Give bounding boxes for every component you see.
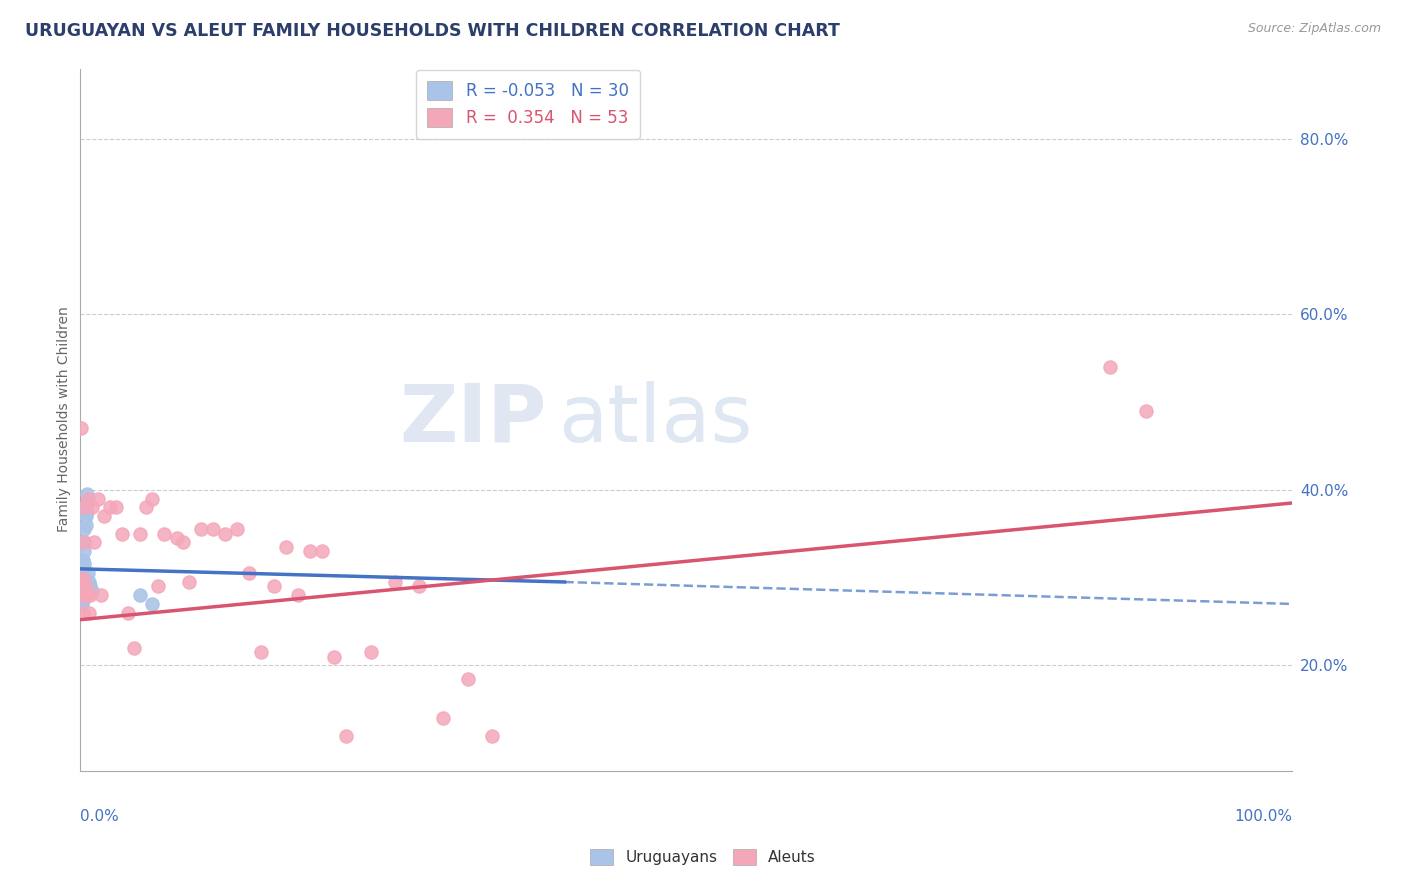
Point bbox=[70, 574, 93, 589]
Point bbox=[72, 535, 94, 549]
Point bbox=[86, 491, 108, 506]
Point bbox=[214, 526, 236, 541]
Point bbox=[76, 505, 98, 519]
Point bbox=[73, 522, 96, 536]
Y-axis label: Family Households with Children: Family Households with Children bbox=[58, 307, 72, 533]
Point bbox=[122, 640, 145, 655]
Point bbox=[226, 522, 249, 536]
Point bbox=[75, 588, 97, 602]
Legend: Uruguayans, Aleuts: Uruguayans, Aleuts bbox=[585, 843, 821, 871]
Point bbox=[90, 588, 112, 602]
Point bbox=[141, 491, 163, 506]
Point bbox=[75, 579, 97, 593]
Point bbox=[250, 645, 273, 659]
Point bbox=[72, 574, 94, 589]
Point bbox=[1135, 404, 1157, 418]
Point bbox=[287, 588, 309, 602]
Point bbox=[153, 526, 176, 541]
Point bbox=[75, 517, 97, 532]
Text: URUGUAYAN VS ALEUT FAMILY HOUSEHOLDS WITH CHILDREN CORRELATION CHART: URUGUAYAN VS ALEUT FAMILY HOUSEHOLDS WIT… bbox=[25, 22, 841, 40]
Point bbox=[72, 566, 94, 581]
Point bbox=[135, 500, 157, 515]
Point bbox=[75, 500, 97, 515]
Point bbox=[166, 531, 188, 545]
Point bbox=[323, 649, 346, 664]
Point bbox=[75, 509, 97, 524]
Point bbox=[76, 588, 98, 602]
Point bbox=[73, 544, 96, 558]
Point bbox=[190, 522, 212, 536]
Point bbox=[70, 583, 93, 598]
Point bbox=[70, 574, 93, 589]
Point bbox=[69, 571, 91, 585]
Point bbox=[69, 588, 91, 602]
Point bbox=[177, 574, 200, 589]
Text: 100.0%: 100.0% bbox=[1234, 809, 1292, 824]
Point bbox=[1099, 359, 1122, 374]
Point bbox=[98, 500, 121, 515]
Point bbox=[70, 562, 93, 576]
Point bbox=[73, 558, 96, 572]
Point bbox=[70, 588, 93, 602]
Point bbox=[77, 606, 100, 620]
Point bbox=[238, 566, 260, 581]
Point bbox=[77, 574, 100, 589]
Text: ZIP: ZIP bbox=[399, 381, 547, 458]
Point bbox=[117, 606, 139, 620]
Point bbox=[79, 588, 101, 602]
Point bbox=[80, 500, 103, 515]
Point bbox=[129, 588, 152, 602]
Legend: R = -0.053   N = 30, R =  0.354   N = 53: R = -0.053 N = 30, R = 0.354 N = 53 bbox=[416, 70, 641, 139]
Point bbox=[335, 729, 357, 743]
Point bbox=[201, 522, 224, 536]
Point bbox=[73, 535, 96, 549]
Point bbox=[73, 535, 96, 549]
Text: 0.0%: 0.0% bbox=[80, 809, 118, 824]
Point bbox=[69, 421, 91, 435]
Point bbox=[72, 571, 94, 585]
Point bbox=[69, 558, 91, 572]
Text: Source: ZipAtlas.com: Source: ZipAtlas.com bbox=[1247, 22, 1381, 36]
Point bbox=[432, 711, 454, 725]
Point bbox=[72, 606, 94, 620]
Point bbox=[111, 526, 134, 541]
Point bbox=[76, 487, 98, 501]
Point bbox=[129, 526, 152, 541]
Point bbox=[76, 496, 98, 510]
Point bbox=[73, 500, 96, 515]
Text: atlas: atlas bbox=[558, 381, 752, 458]
Point bbox=[72, 592, 94, 607]
Point bbox=[481, 729, 503, 743]
Point bbox=[148, 579, 170, 593]
Point bbox=[83, 535, 105, 549]
Point bbox=[69, 588, 91, 602]
Point bbox=[70, 597, 93, 611]
Point bbox=[311, 544, 333, 558]
Point bbox=[69, 579, 91, 593]
Point bbox=[77, 566, 100, 581]
Point bbox=[104, 500, 127, 515]
Point bbox=[360, 645, 382, 659]
Point bbox=[93, 509, 115, 524]
Point bbox=[77, 491, 100, 506]
Point bbox=[263, 579, 285, 593]
Point bbox=[457, 672, 479, 686]
Point bbox=[384, 574, 406, 589]
Point bbox=[172, 535, 194, 549]
Point bbox=[298, 544, 321, 558]
Point bbox=[80, 583, 103, 598]
Point bbox=[408, 579, 430, 593]
Point bbox=[77, 574, 100, 589]
Point bbox=[274, 540, 297, 554]
Point bbox=[72, 553, 94, 567]
Point bbox=[79, 579, 101, 593]
Point bbox=[141, 597, 163, 611]
